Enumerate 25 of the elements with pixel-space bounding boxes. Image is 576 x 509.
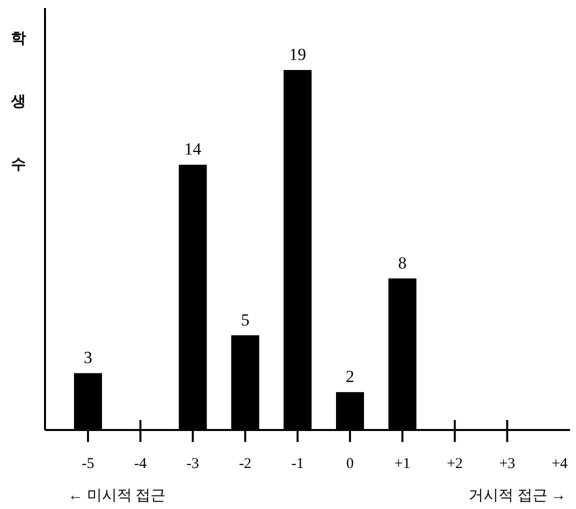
y-axis-title: 학생수: [10, 20, 28, 209]
data-label: 2: [346, 367, 354, 386]
data-label: 3: [84, 348, 92, 368]
x-tick-label: -4: [134, 456, 148, 472]
x-tick-label: +3: [499, 456, 516, 472]
x-tick-label: 0: [346, 456, 354, 472]
bar: [178, 164, 207, 430]
x-tick-label: -5: [82, 456, 94, 472]
bar: [231, 335, 260, 430]
x-tick-label: +4: [552, 456, 568, 472]
data-label: 8: [398, 253, 407, 272]
text: ← 미시적 접근: [68, 488, 166, 504]
data-label: 14: [184, 140, 202, 159]
x-tick-label: +2: [446, 456, 463, 472]
bar: [336, 392, 364, 430]
data-label: 5: [240, 310, 250, 330]
bar: [284, 70, 312, 430]
bar: [74, 373, 102, 430]
bar: [388, 278, 416, 430]
x-tick-label: -1: [291, 456, 304, 472]
x-tick-label: -3: [186, 456, 200, 472]
text: 거시적 접근 →: [468, 488, 566, 504]
x-tick-label: -2: [238, 456, 252, 472]
data-label: 19: [289, 45, 306, 64]
x-tick-label: +1: [394, 456, 410, 472]
